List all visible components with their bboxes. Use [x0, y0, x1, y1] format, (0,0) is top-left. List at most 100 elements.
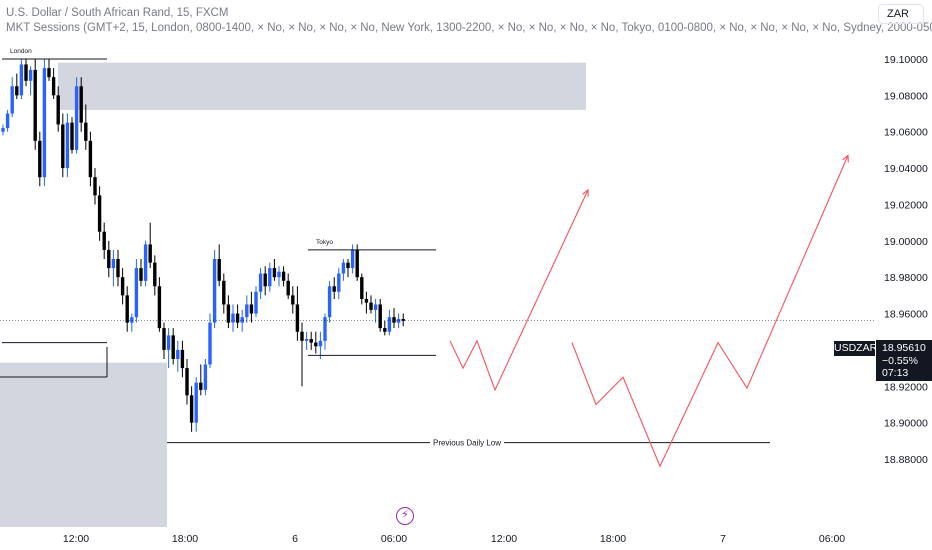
- candle-body: [360, 277, 364, 299]
- candle-body: [286, 280, 290, 296]
- candle-body: [180, 349, 185, 369]
- candle-body: [61, 124, 65, 169]
- candle-body: [240, 317, 244, 323]
- candle-body: [281, 271, 286, 281]
- candle-body: [272, 268, 277, 278]
- x-tick-label: 12:00: [63, 533, 89, 545]
- candle-body: [373, 304, 378, 310]
- y-tick-label: 18.88000: [884, 454, 928, 466]
- candle-body: [70, 122, 74, 150]
- candle-body: [162, 328, 166, 350]
- candle-body: [10, 86, 14, 114]
- level-label-bg: [430, 436, 504, 449]
- candle-body: [277, 271, 281, 278]
- candle-body: [222, 280, 226, 305]
- candle-body: [401, 319, 405, 321]
- x-tick-label: 18:00: [172, 533, 198, 545]
- lower-demand-zone: [0, 362, 167, 527]
- y-tick-label: 18.96000: [884, 309, 928, 321]
- candle-body: [102, 231, 106, 250]
- candle-body: [47, 68, 51, 78]
- candle-body: [203, 364, 208, 390]
- candle-body: [387, 317, 392, 332]
- candle-body: [189, 395, 194, 423]
- candle-body: [226, 304, 231, 323]
- chart-title: U.S. Dollar / South African Rand, 15, FX…: [6, 7, 229, 19]
- candle-body: [300, 331, 304, 341]
- candle-body: [337, 273, 341, 292]
- y-tick-label: 19.00000: [884, 236, 928, 248]
- session-label: Tokyo: [316, 239, 333, 246]
- candle-body: [249, 304, 254, 314]
- y-tick-label: 18.90000: [884, 418, 928, 430]
- candle-body: [148, 244, 152, 263]
- candle-body: [364, 299, 369, 303]
- x-tick-label: 06:00: [381, 533, 407, 545]
- candle-body: [97, 195, 102, 232]
- currency-button[interactable]: ZAR: [878, 4, 924, 24]
- y-tick-label: 18.98000: [884, 272, 928, 284]
- candle-body: [194, 382, 198, 423]
- x-tick-label: 6: [292, 533, 298, 545]
- candle-body: [291, 295, 295, 305]
- candle-body: [263, 273, 267, 287]
- candle-body: [341, 262, 346, 274]
- candle-body: [254, 291, 258, 314]
- candle-body: [355, 249, 359, 278]
- candle-body: [74, 86, 79, 150]
- candle-body: [323, 317, 327, 341]
- candle-body: [116, 259, 120, 278]
- candle-body: [125, 295, 129, 323]
- projection-path-1-arrowhead: [582, 188, 589, 197]
- candle-body: [157, 286, 162, 329]
- candle-body: [153, 262, 157, 287]
- candle-body: [134, 268, 139, 318]
- candle-body: [208, 322, 212, 365]
- candle-body: [369, 302, 373, 310]
- upper-supply-zone: [58, 62, 586, 110]
- y-tick-label: 19.04000: [884, 163, 928, 175]
- candle-body: [166, 335, 171, 350]
- candle-body: [65, 122, 70, 169]
- candle-body: [212, 259, 217, 323]
- candle-body: [130, 317, 134, 323]
- candle-body: [217, 259, 221, 281]
- projection-path-2-arrowhead: [842, 154, 849, 163]
- candle-body: [79, 86, 83, 123]
- candle-body: [245, 304, 249, 318]
- candle-body: [378, 304, 382, 329]
- candle-body: [42, 68, 47, 178]
- session-label: London: [10, 48, 32, 55]
- candle-body: [350, 249, 355, 269]
- candle-body: [1, 128, 5, 132]
- candle-body: [176, 349, 180, 359]
- candle-body: [304, 339, 309, 341]
- candle-body: [24, 64, 28, 81]
- candle-body: [107, 249, 111, 269]
- x-tick-label: 06:00: [819, 533, 845, 545]
- candle-body: [332, 286, 336, 292]
- candle-body: [309, 339, 313, 343]
- candle-body: [318, 340, 323, 347]
- candle-body: [143, 244, 148, 281]
- lightning-icon[interactable]: ⚡: [396, 507, 414, 525]
- x-tick-label: 7: [720, 533, 726, 545]
- candle-body: [88, 140, 93, 178]
- bar-countdown: 07:13: [882, 367, 909, 379]
- candle-body: [346, 262, 350, 269]
- candle-body: [19, 64, 24, 96]
- candle-body: [28, 69, 33, 81]
- candle-body: [231, 313, 235, 323]
- indicator-legend[interactable]: MKT Sessions (GMT+2, 15, London, 0800-14…: [6, 22, 932, 34]
- candle-body: [392, 317, 396, 323]
- candle-body: [93, 177, 97, 196]
- candle-body: [295, 304, 300, 332]
- candle-body: [56, 95, 60, 125]
- y-tick-label: 19.10000: [884, 54, 928, 66]
- candle-body: [235, 313, 240, 323]
- projection-path-2: [571, 155, 849, 468]
- previous-daily-low-label: Previous Daily Low: [433, 439, 501, 448]
- candle-body: [327, 286, 332, 318]
- candle-body: [5, 113, 10, 129]
